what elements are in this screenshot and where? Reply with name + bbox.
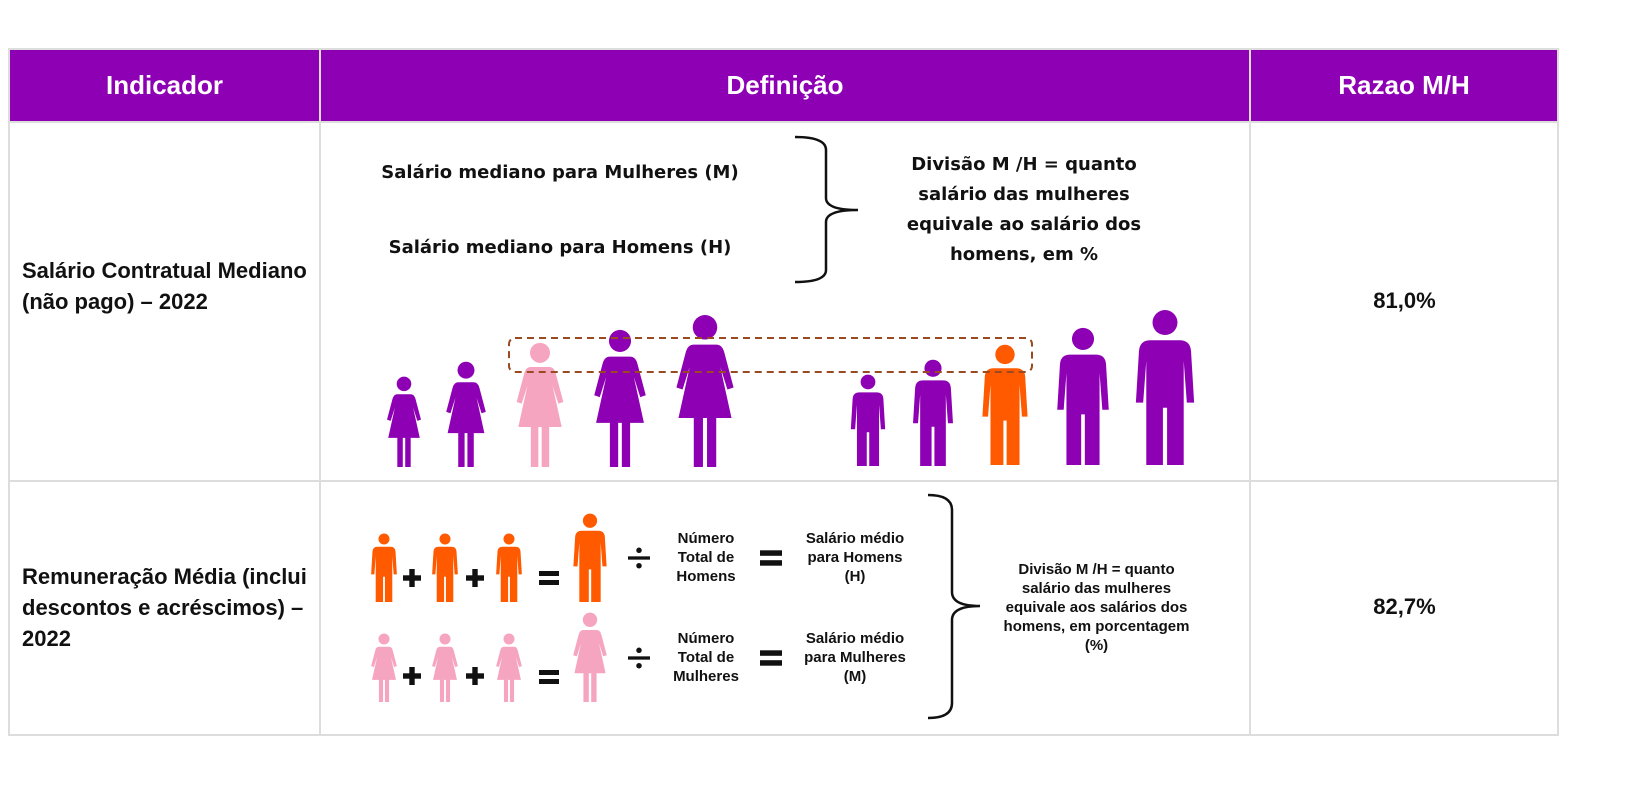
header-cell: Razao M/H [1249, 48, 1559, 123]
label: Número Total de Homens [676, 530, 736, 585]
ratio: 82,7% [1373, 594, 1436, 619]
indicator: Salário Contratual Mediano (não pago) – … [22, 258, 307, 314]
note: Divisão M /H = quanto salário das mulher… [906, 154, 1142, 265]
definition-text: Salário mediano para Mulheres (M) [381, 162, 739, 183]
definition-text: Salário mediano para Homens (H) [388, 237, 732, 258]
header-text: Definição [726, 70, 844, 100]
indicator: Remuneração Média (inclui descontos e ac… [22, 564, 307, 651]
header-text: Razao M/H [1338, 70, 1470, 100]
ratio: 81,0% [1373, 288, 1436, 313]
label: Salário médio para Homens (H) [805, 530, 905, 585]
cell [1249, 480, 1559, 736]
note: Divisão M /H = quanto salário das mulher… [1003, 561, 1190, 654]
label: Salário médio para Mulheres (M) [804, 630, 906, 685]
figures-row1 [387, 135, 1195, 467]
header-text: Indicador [105, 70, 223, 100]
label: Número Total de Mulheres [673, 630, 739, 685]
figures-row2 [371, 493, 981, 720]
header-cell: Indicador [8, 48, 321, 123]
